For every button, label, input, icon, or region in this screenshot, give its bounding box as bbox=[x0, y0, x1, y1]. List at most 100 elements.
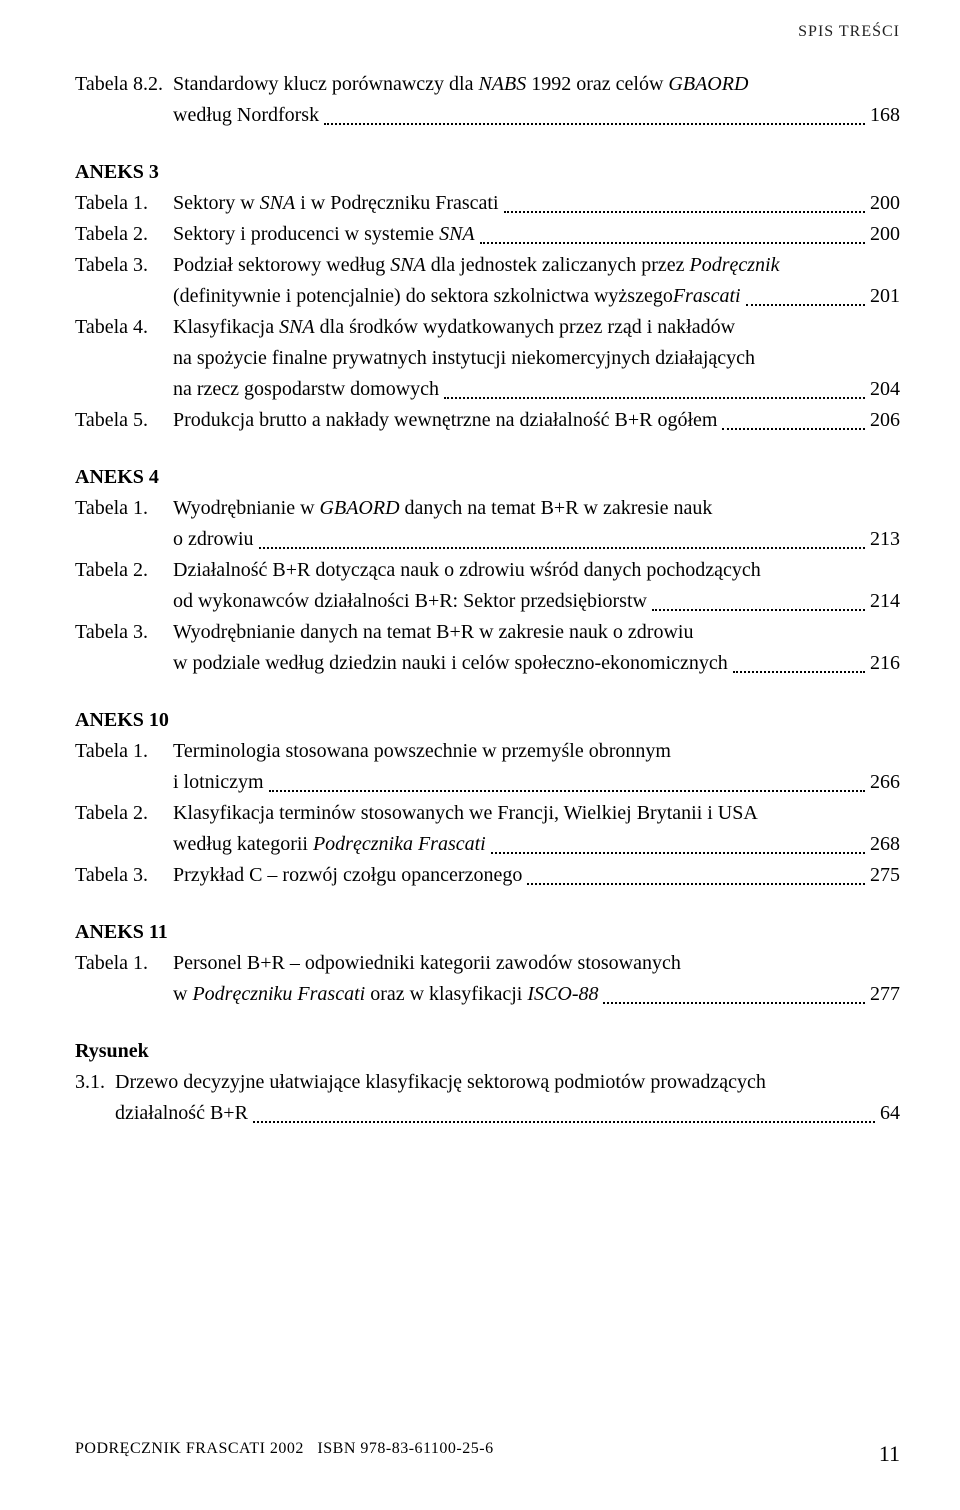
entry-text: Sektory w SNA i w Podręczniku Frascati bbox=[173, 192, 499, 214]
leader-dots bbox=[480, 242, 865, 244]
entry-text: Przykład C – rozwój czołgu opancerzonego bbox=[173, 864, 522, 886]
toc-entry: o zdrowiu 213 bbox=[75, 524, 900, 555]
leader-dots bbox=[722, 428, 865, 430]
leader-dots bbox=[504, 211, 865, 213]
entry-label: Tabela 2. bbox=[75, 219, 173, 250]
entry-label: Tabela 8.2. bbox=[75, 69, 173, 100]
toc-entry: na rzecz gospodarstw domowych 204 bbox=[75, 374, 900, 405]
entry-text: (definitywnie i potencjalnie) do sektora… bbox=[173, 285, 741, 307]
entry-label: Tabela 1. bbox=[75, 948, 173, 979]
entry-page: 266 bbox=[870, 767, 900, 798]
entry-label: 3.1. bbox=[75, 1067, 115, 1098]
leader-dots bbox=[269, 790, 865, 792]
entry-page: 216 bbox=[870, 648, 900, 679]
entry-label: Tabela 3. bbox=[75, 617, 173, 648]
section-heading: ANEKS 4 bbox=[75, 462, 900, 493]
section-heading: ANEKS 10 bbox=[75, 705, 900, 736]
leader-dots bbox=[253, 1121, 875, 1123]
entry-text: na spożycie finalne prywatnych instytucj… bbox=[173, 347, 755, 369]
running-header: SPIS TREŚCI bbox=[75, 20, 900, 44]
toc-entry: Tabela 1. Wyodrębnianie w GBAORD danych … bbox=[75, 493, 900, 524]
entry-text: Standardowy klucz porównawczy dla NABS 1… bbox=[173, 73, 748, 95]
entry-label: Tabela 1. bbox=[75, 493, 173, 524]
entry-label: Tabela 2. bbox=[75, 555, 173, 586]
entry-page: 206 bbox=[870, 405, 900, 436]
toc-entry: Tabela 3. Wyodrębnianie danych na temat … bbox=[75, 617, 900, 648]
leader-dots bbox=[527, 883, 865, 885]
entry-text: Terminologia stosowana powszechnie w prz… bbox=[173, 740, 671, 762]
toc-entry: Tabela 3. Przykład C – rozwój czołgu opa… bbox=[75, 860, 900, 891]
entry-page: 204 bbox=[870, 374, 900, 405]
entry-text: Klasyfikacja SNA dla środków wydatkowany… bbox=[173, 316, 735, 338]
entry-page: 64 bbox=[880, 1098, 900, 1129]
entry-page: 275 bbox=[870, 860, 900, 891]
toc-entry: Tabela 1. Terminologia stosowana powszec… bbox=[75, 736, 900, 767]
entry-text: Wyodrębnianie danych na temat B+R w zakr… bbox=[173, 621, 693, 643]
entry-text: działalność B+R bbox=[115, 1102, 248, 1124]
toc-entry: według kategorii Podręcznika Frascati 268 bbox=[75, 829, 900, 860]
toc-entry: działalność B+R 64 bbox=[75, 1098, 900, 1129]
leader-dots bbox=[603, 1002, 865, 1004]
entry-text: Działalność B+R dotycząca nauk o zdrowiu… bbox=[173, 559, 761, 581]
entry-text: według kategorii Podręcznika Frascati bbox=[173, 833, 486, 855]
entry-text: Personel B+R – odpowiedniki kategorii za… bbox=[173, 952, 681, 974]
toc-entry: Tabela 5. Produkcja brutto a nakłady wew… bbox=[75, 405, 900, 436]
toc-entry: (definitywnie i potencjalnie) do sektora… bbox=[75, 281, 900, 312]
entry-label: Tabela 4. bbox=[75, 312, 173, 343]
entry-text: Sektory i producenci w systemie SNA bbox=[173, 223, 475, 245]
section-heading: ANEKS 3 bbox=[75, 157, 900, 188]
entry-label: Tabela 5. bbox=[75, 405, 173, 436]
entry-label: Tabela 1. bbox=[75, 736, 173, 767]
entry-label: Tabela 1. bbox=[75, 188, 173, 219]
entry-text: Drzewo decyzyjne ułatwiające klasyfikacj… bbox=[115, 1071, 766, 1093]
leader-dots bbox=[491, 852, 865, 854]
entry-label: Tabela 2. bbox=[75, 798, 173, 829]
entry-page: 214 bbox=[870, 586, 900, 617]
toc-entry: według Nordforsk 168 bbox=[75, 100, 900, 131]
footer-citation: PODRĘCZNIK FRASCATI 2002 ISBN 978-83-611… bbox=[75, 1437, 494, 1470]
leader-dots bbox=[746, 304, 865, 306]
entry-page: 201 bbox=[870, 281, 900, 312]
entry-text: w podziale według dziedzin nauki i celów… bbox=[173, 652, 728, 674]
entry-label: Tabela 3. bbox=[75, 860, 173, 891]
entry-text: na rzecz gospodarstw domowych bbox=[173, 378, 439, 400]
entry-text: Podział sektorowy według SNA dla jednost… bbox=[173, 254, 779, 276]
toc-entry: 3.1. Drzewo decyzyjne ułatwiające klasyf… bbox=[75, 1067, 900, 1098]
entry-text: od wykonawców działalności B+R: Sektor p… bbox=[173, 590, 647, 612]
toc-entry: Tabela 1. Sektory w SNA i w Podręczniku … bbox=[75, 188, 900, 219]
leader-dots bbox=[259, 547, 865, 549]
entry-text: i lotniczym bbox=[173, 771, 264, 793]
entry-text: o zdrowiu bbox=[173, 528, 254, 550]
entry-page: 200 bbox=[870, 188, 900, 219]
toc-entry: Tabela 3. Podział sektorowy według SNA d… bbox=[75, 250, 900, 281]
leader-dots bbox=[324, 123, 865, 125]
leader-dots bbox=[733, 671, 865, 673]
toc-entry: Tabela 2. Działalność B+R dotycząca nauk… bbox=[75, 555, 900, 586]
entry-page: 268 bbox=[870, 829, 900, 860]
toc-entry: Tabela 8.2. Standardowy klucz porównawcz… bbox=[75, 69, 900, 100]
entry-text: Klasyfikacja terminów stosowanych we Fra… bbox=[173, 802, 758, 824]
toc-entry: Tabela 2. Sektory i producenci w systemi… bbox=[75, 219, 900, 250]
entry-text: według Nordforsk bbox=[173, 104, 319, 126]
entry-page: 200 bbox=[870, 219, 900, 250]
entry-text: Wyodrębnianie w GBAORD danych na temat B… bbox=[173, 497, 712, 519]
entry-text: Produkcja brutto a nakłady wewnętrzne na… bbox=[173, 409, 717, 431]
entry-page: 213 bbox=[870, 524, 900, 555]
entry-label: Tabela 3. bbox=[75, 250, 173, 281]
toc-entry: Tabela 2. Klasyfikacja terminów stosowan… bbox=[75, 798, 900, 829]
leader-dots bbox=[652, 609, 865, 611]
toc-entry: w podziale według dziedzin nauki i celów… bbox=[75, 648, 900, 679]
entry-page: 168 bbox=[870, 100, 900, 131]
toc-entry: Tabela 1. Personel B+R – odpowiedniki ka… bbox=[75, 948, 900, 979]
section-heading: ANEKS 11 bbox=[75, 917, 900, 948]
section-heading: Rysunek bbox=[75, 1036, 900, 1067]
toc-entry: od wykonawców działalności B+R: Sektor p… bbox=[75, 586, 900, 617]
toc-entry: i lotniczym 266 bbox=[75, 767, 900, 798]
entry-page: 277 bbox=[870, 979, 900, 1010]
leader-dots bbox=[444, 397, 865, 399]
toc-entry: Tabela 4. Klasyfikacja SNA dla środków w… bbox=[75, 312, 900, 343]
page-number: 11 bbox=[879, 1437, 900, 1470]
entry-text: w Podręczniku Frascati oraz w klasyfikac… bbox=[173, 983, 598, 1005]
toc-entry: na spożycie finalne prywatnych instytucj… bbox=[75, 343, 900, 374]
toc-entry: w Podręczniku Frascati oraz w klasyfikac… bbox=[75, 979, 900, 1010]
